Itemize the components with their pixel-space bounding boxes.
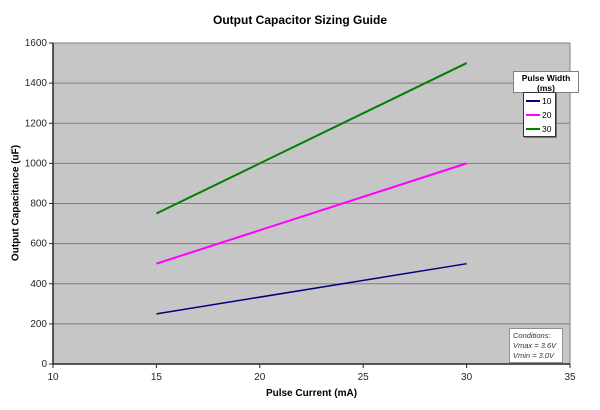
x-tick-label: 10: [47, 372, 59, 383]
y-tick-label: 600: [30, 239, 47, 250]
legend-entry-label: 30: [542, 124, 552, 134]
conditions-annotation: Conditions: Vmax = 3.6V Vmin = 3.0V: [509, 328, 563, 363]
y-tick-label: 400: [30, 279, 47, 290]
legend-title-line2: (ms): [537, 83, 555, 93]
y-tick-label: 1000: [25, 158, 48, 169]
legend-entry-label: 20: [542, 110, 552, 120]
series-line-20: [156, 162, 467, 265]
x-tick-label: 35: [564, 372, 576, 383]
y-tick-label: 1200: [25, 118, 48, 129]
legend-entry-30: 30: [524, 122, 555, 136]
y-tick-label: 800: [30, 199, 47, 210]
legend-line-sample: [526, 128, 540, 130]
legend-entry-10: 10: [524, 94, 555, 108]
legend-line-sample: [526, 100, 540, 102]
legend-title-box: Pulse Width (ms): [513, 71, 579, 93]
x-tick-label: 15: [151, 372, 163, 383]
x-tick-label: 20: [254, 372, 266, 383]
y-tick-label: 1400: [25, 78, 48, 89]
x-tick-label: 25: [358, 372, 370, 383]
y-tick-label: 200: [30, 319, 47, 330]
series-line-30: [155, 62, 468, 215]
y-tick-label: 1600: [25, 38, 48, 49]
legend-entry-20: 20: [524, 108, 555, 122]
legend-entry-label: 10: [542, 96, 552, 106]
series-line-10: [156, 262, 467, 315]
conditions-line: Vmin = 3.0V: [513, 351, 555, 360]
x-tick-label: 30: [461, 372, 473, 383]
legend-title-line1: Pulse Width: [521, 73, 571, 83]
chart-title: Output Capacitor Sizing Guide: [213, 13, 387, 27]
y-tick-label: 0: [41, 359, 47, 370]
legend-line-sample: [526, 114, 540, 116]
conditions-line: Conditions:: [513, 331, 551, 340]
conditions-line: Vmax = 3.6V: [513, 341, 557, 350]
legend: 10 20 30: [523, 92, 556, 137]
x-axis-title: Pulse Current (mA): [265, 388, 358, 399]
